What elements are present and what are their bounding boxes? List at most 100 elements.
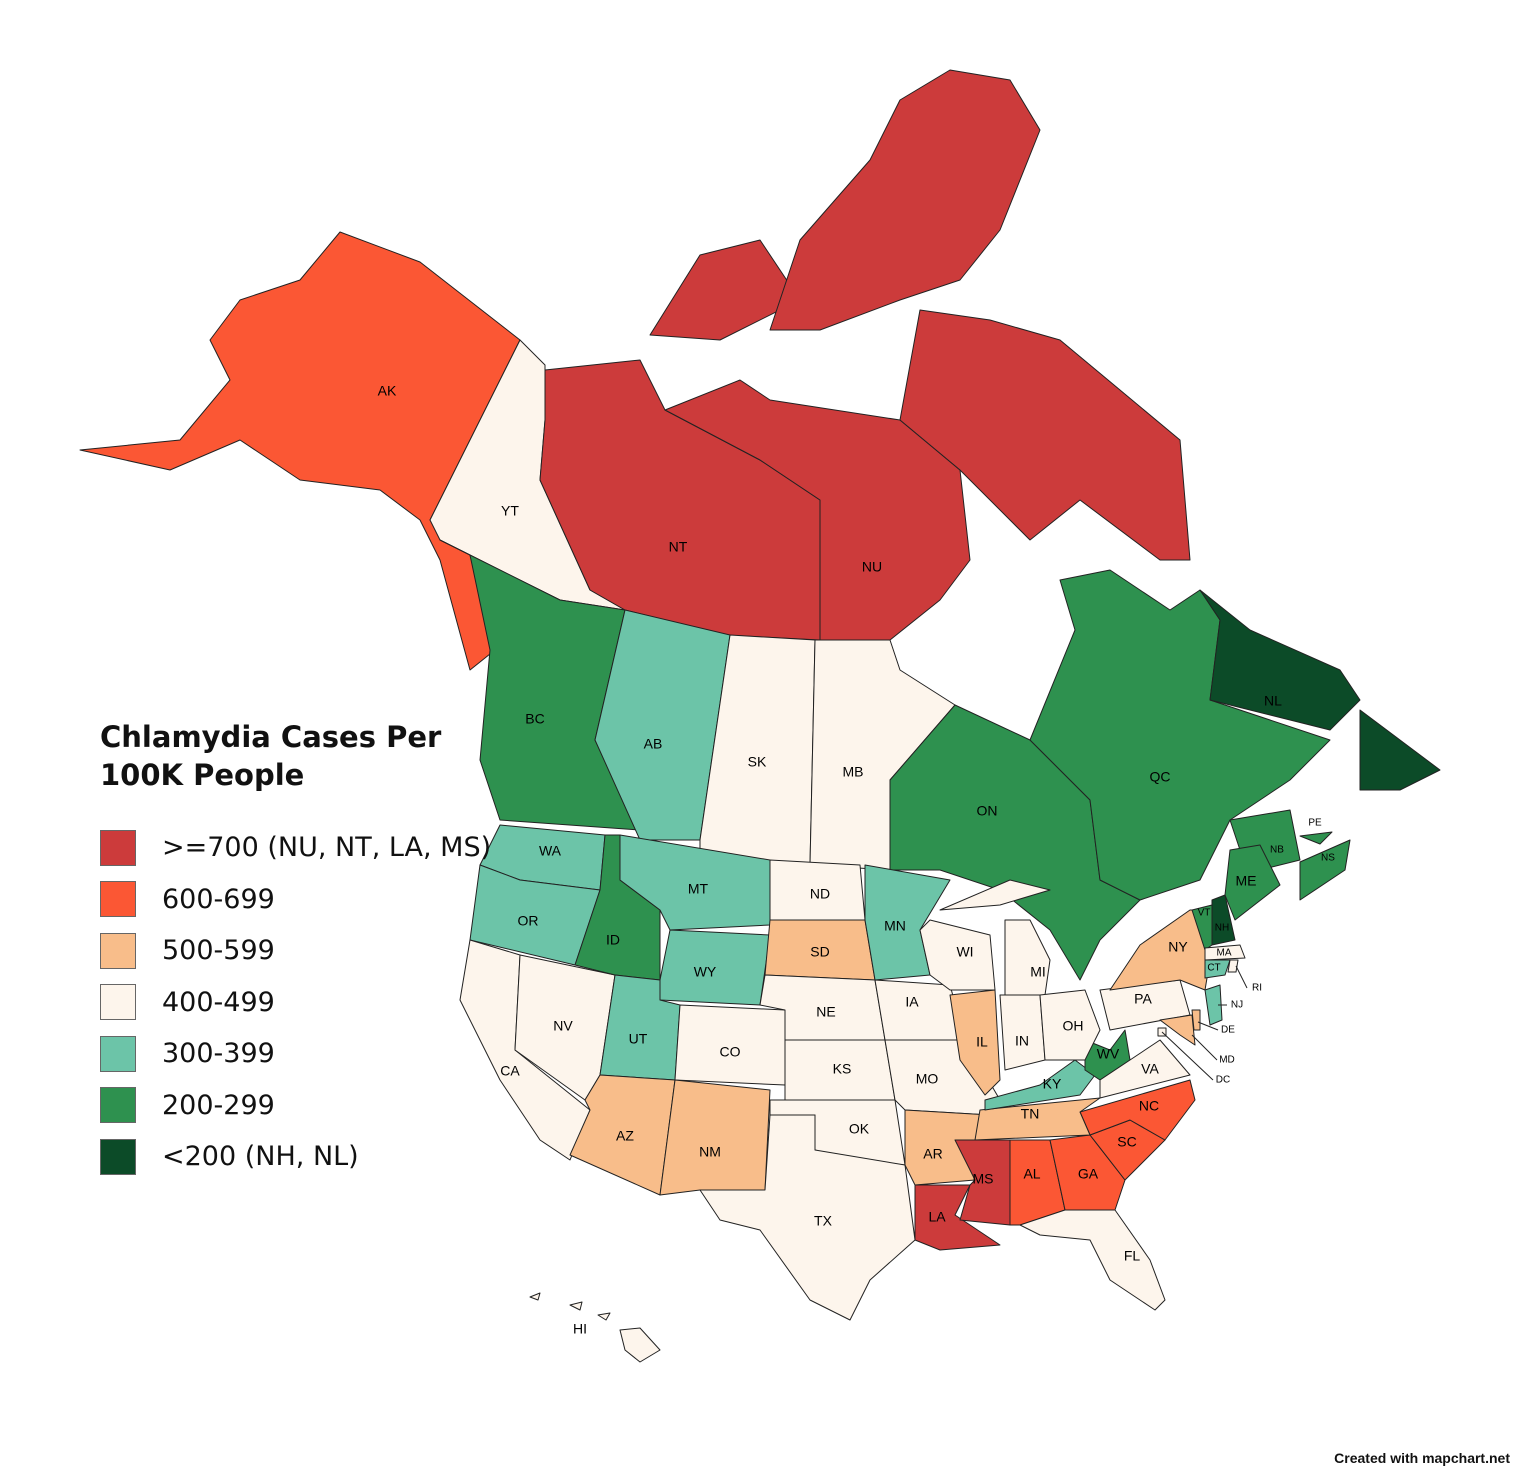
legend-item: 500-599 xyxy=(100,925,491,977)
legend-label: >=700 (NU, NT, LA, MS) xyxy=(162,832,492,864)
legend-label: <200 (NH, NL) xyxy=(162,1141,359,1173)
region-label: AZ xyxy=(616,1128,634,1144)
region-label: NL xyxy=(1264,693,1282,709)
region-label: NT xyxy=(669,539,688,555)
region-label: AL xyxy=(1023,1166,1040,1182)
region-label: DC xyxy=(1216,1075,1230,1086)
regions xyxy=(79,69,1441,1363)
region-label: BC xyxy=(525,711,544,727)
legend-swatch xyxy=(100,932,136,969)
region-label: IL xyxy=(976,1034,988,1050)
region-label: CA xyxy=(500,1063,520,1079)
region-label: NJ xyxy=(1231,1000,1243,1011)
region-label: NH xyxy=(1215,923,1229,934)
region-label: PA xyxy=(1134,991,1152,1007)
legend-item: 300-399 xyxy=(100,1028,491,1080)
region xyxy=(659,1079,771,1196)
region-label: OR xyxy=(518,913,539,929)
legend-item: <200 (NH, NL) xyxy=(100,1131,491,1183)
region xyxy=(1227,959,1239,973)
region-label: OH xyxy=(1063,1018,1084,1034)
region xyxy=(949,989,1001,1096)
region xyxy=(974,1097,1101,1141)
region xyxy=(569,1301,583,1311)
region xyxy=(1004,919,1051,996)
region-label: NY xyxy=(1168,939,1188,955)
region-label: NB xyxy=(1270,845,1284,856)
region-label: ME xyxy=(1236,873,1257,889)
region-label: IA xyxy=(905,994,919,1010)
region xyxy=(1211,894,1236,946)
region xyxy=(919,919,996,991)
region-label: SK xyxy=(748,754,767,770)
region xyxy=(1204,984,1223,1026)
legend-label: 500-599 xyxy=(162,935,275,967)
region-label: NM xyxy=(699,1144,721,1160)
region xyxy=(594,609,731,841)
region-label: MA xyxy=(1217,948,1232,959)
legend-item: 400-499 xyxy=(100,977,491,1029)
region-label: NV xyxy=(553,1018,573,1034)
region xyxy=(664,379,971,641)
region-label: LA xyxy=(928,1209,946,1225)
region-label: KS xyxy=(833,1061,852,1077)
region-label: YT xyxy=(501,503,519,519)
credit: Created with mapchart.net xyxy=(1334,1450,1510,1466)
legend-label: 300-399 xyxy=(162,1038,275,1070)
region xyxy=(1099,1039,1191,1099)
region-label: NS xyxy=(1321,853,1335,864)
region-label: NU xyxy=(862,559,882,575)
region xyxy=(649,239,801,341)
legend-swatch xyxy=(100,1035,136,1072)
region xyxy=(1224,844,1281,921)
region xyxy=(1359,709,1441,791)
legend-swatch xyxy=(100,881,136,918)
region-label: TX xyxy=(814,1213,833,1229)
legend-swatch xyxy=(100,1087,136,1124)
legend-item: 600-699 xyxy=(100,874,491,926)
region-label: GA xyxy=(1078,1166,1099,1182)
region-label: MN xyxy=(884,918,906,934)
region xyxy=(619,1327,661,1363)
region-labels: AK YT NT NU BC AB SK MB ON QC NL NB NS PE WA OR CA NV ID MT… xyxy=(378,383,1336,1337)
region-label: SD xyxy=(810,944,829,960)
region-label: OK xyxy=(849,1121,870,1137)
legend-swatch xyxy=(100,829,136,866)
region xyxy=(597,1312,611,1321)
region-label: NE xyxy=(816,1004,835,1020)
region-label: CT xyxy=(1207,963,1220,974)
region-label: MT xyxy=(688,881,709,897)
leader-line xyxy=(1197,1021,1219,1031)
leader-line xyxy=(1235,965,1248,989)
region xyxy=(439,539,641,831)
region-label: AK xyxy=(378,383,397,399)
region-label: TN xyxy=(1021,1106,1040,1122)
region xyxy=(899,309,1191,561)
region-label: FL xyxy=(1124,1248,1141,1264)
region xyxy=(1199,589,1361,731)
region-label: VT xyxy=(1198,908,1211,919)
region-label: SC xyxy=(1117,1134,1136,1150)
region xyxy=(1204,959,1231,979)
region-label: KY xyxy=(1043,1076,1062,1092)
region-label: CO xyxy=(720,1044,741,1060)
region-label: WY xyxy=(694,964,717,980)
legend-swatch xyxy=(100,984,136,1021)
region xyxy=(1204,944,1246,961)
region-label: HI xyxy=(573,1321,587,1337)
region xyxy=(1049,1134,1126,1211)
region-label: QC xyxy=(1150,769,1171,785)
region-label: NC xyxy=(1139,1098,1159,1114)
region-label: VA xyxy=(1141,1061,1159,1077)
region-label: MB xyxy=(843,764,864,780)
region xyxy=(769,69,1041,331)
region xyxy=(1159,1014,1196,1046)
region-label: RI xyxy=(1252,983,1262,994)
region-label: MS xyxy=(973,1171,994,1187)
legend-swatch xyxy=(100,1138,136,1175)
region xyxy=(1299,831,1333,845)
leader-line xyxy=(1191,1034,1218,1061)
region-label: ND xyxy=(810,886,830,902)
